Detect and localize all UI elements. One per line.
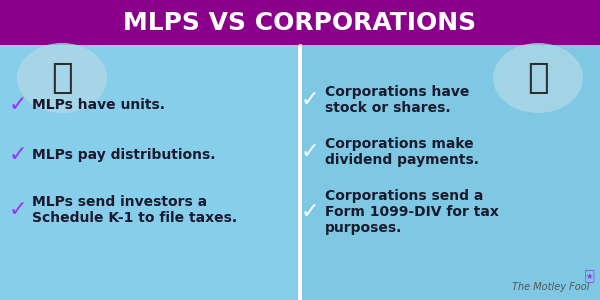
Text: MLPs send investors a
Schedule K-1 to file taxes.: MLPs send investors a Schedule K-1 to fi…	[32, 195, 237, 225]
Ellipse shape	[493, 43, 583, 113]
Text: 🃏: 🃏	[584, 269, 595, 282]
Ellipse shape	[17, 43, 107, 113]
FancyBboxPatch shape	[302, 45, 600, 300]
Text: ✓: ✓	[301, 90, 319, 110]
Text: Corporations send a
Form 1099-DIV for tax
purposes.: Corporations send a Form 1099-DIV for ta…	[325, 189, 499, 235]
Text: 🤝: 🤝	[51, 61, 73, 95]
Text: Corporations make
dividend payments.: Corporations make dividend payments.	[325, 137, 479, 167]
Text: 🏢: 🏢	[527, 61, 549, 95]
Text: ✓: ✓	[8, 200, 28, 220]
FancyBboxPatch shape	[0, 45, 298, 300]
Text: MLPs have units.: MLPs have units.	[32, 98, 165, 112]
FancyBboxPatch shape	[0, 0, 600, 45]
Text: ✓: ✓	[301, 202, 319, 222]
Text: MLPs pay distributions.: MLPs pay distributions.	[32, 148, 215, 162]
Text: MLPS VS CORPORATIONS: MLPS VS CORPORATIONS	[124, 11, 476, 35]
Text: ✓: ✓	[8, 145, 28, 165]
Text: ✓: ✓	[301, 142, 319, 162]
Text: The Motley Fool: The Motley Fool	[512, 282, 590, 292]
Text: Corporations have
stock or shares.: Corporations have stock or shares.	[325, 85, 469, 115]
Text: ✓: ✓	[8, 95, 28, 115]
